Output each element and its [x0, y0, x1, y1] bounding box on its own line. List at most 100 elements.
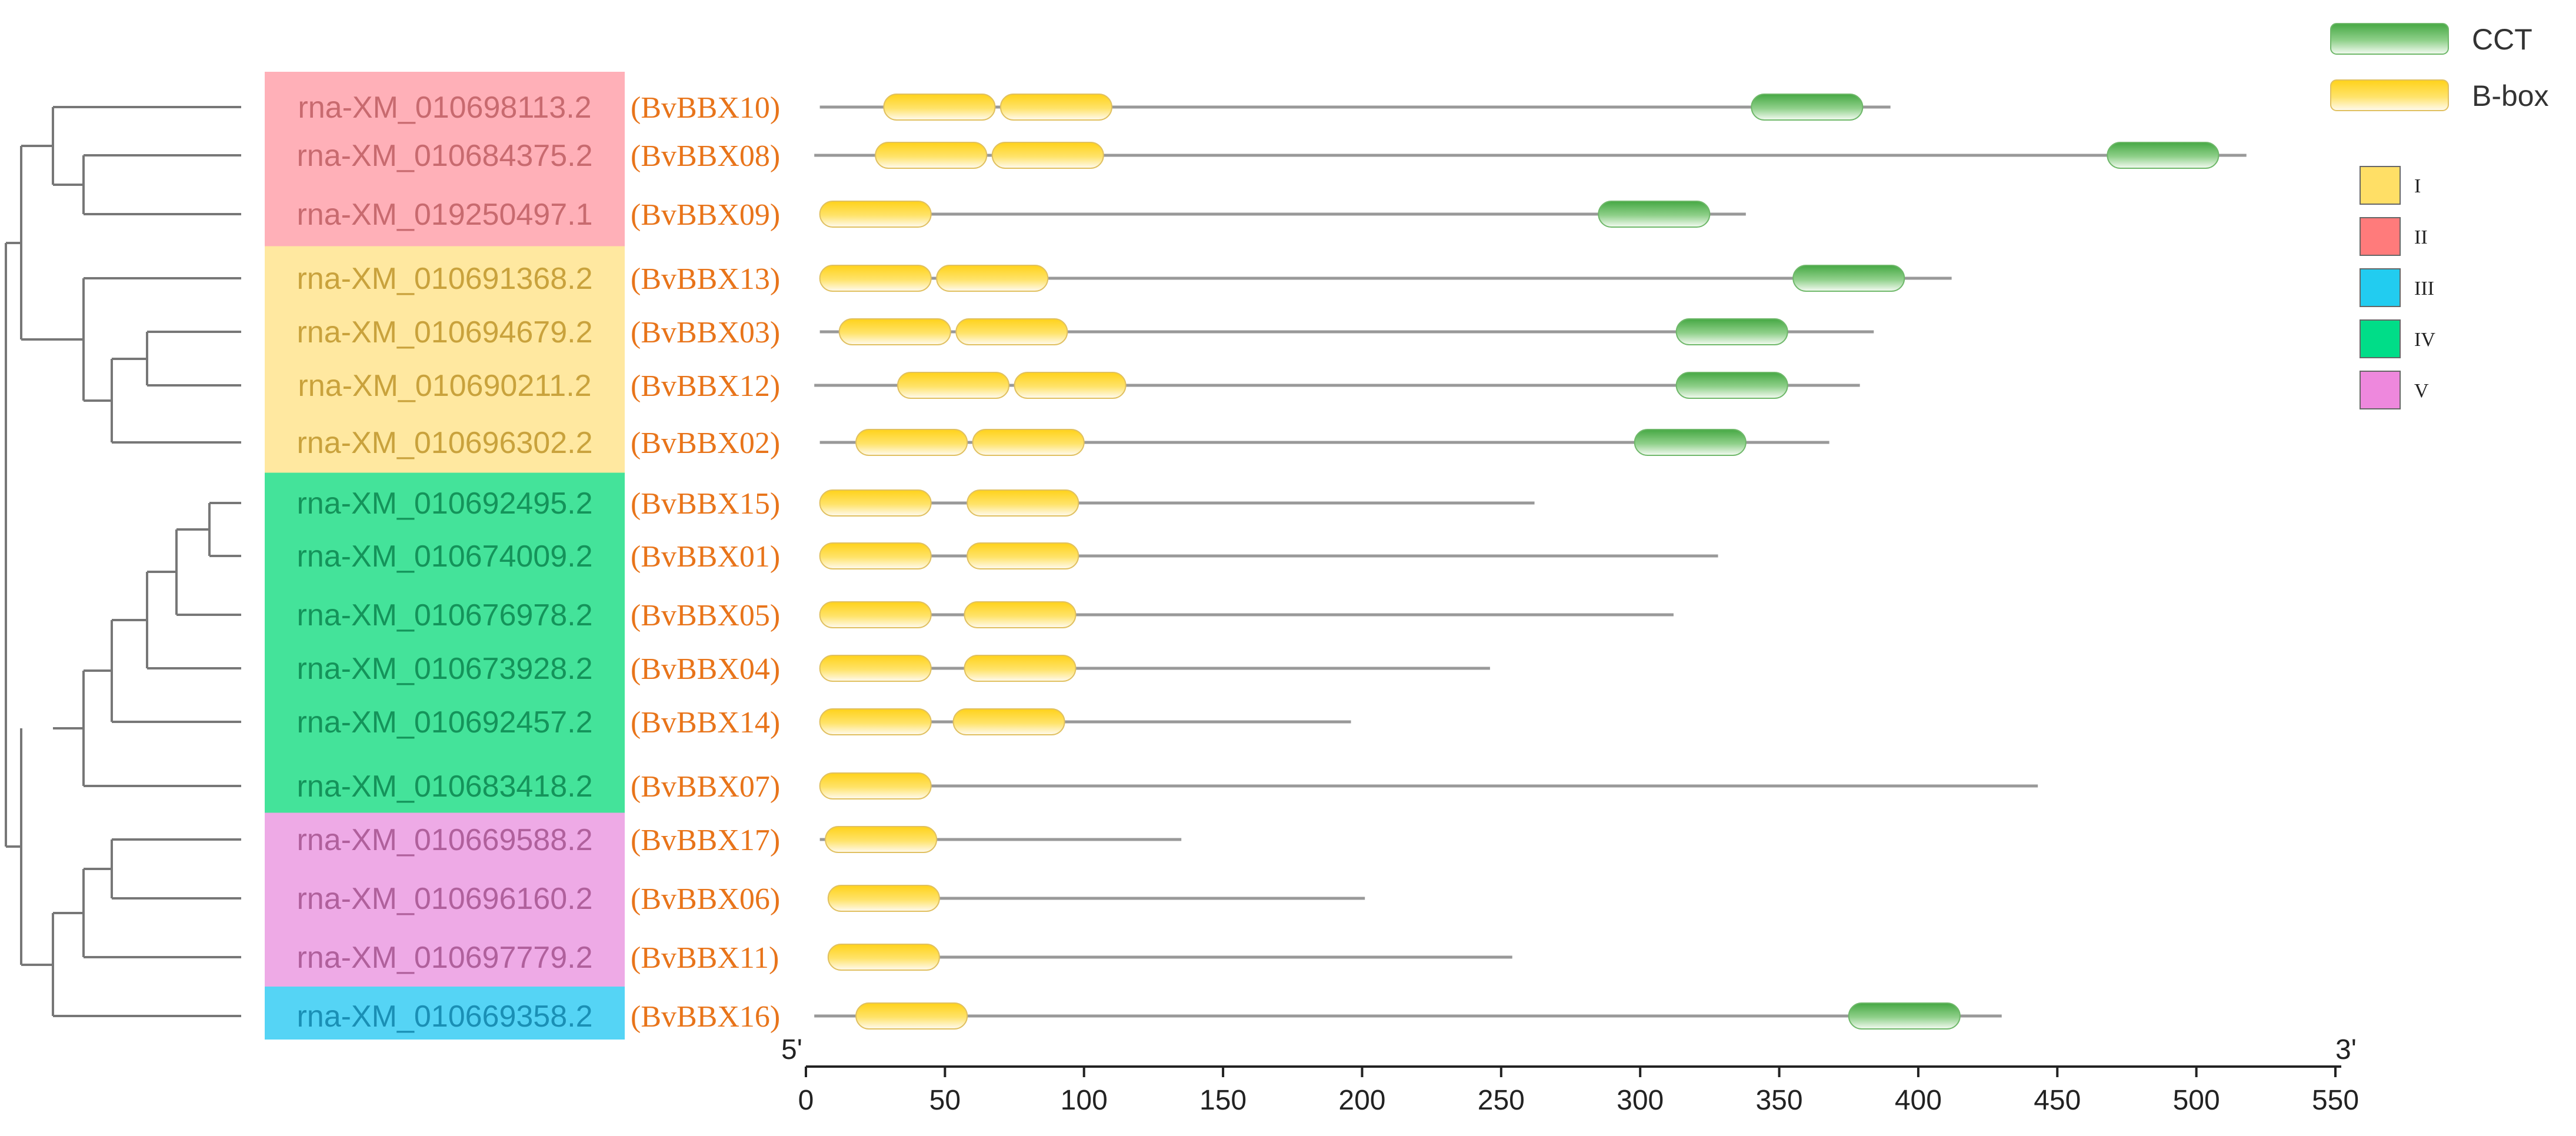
gene-structure-row — [827, 885, 1365, 912]
bbox-domain — [819, 542, 932, 569]
gene-name-label: (BvBBX16) — [631, 1000, 780, 1034]
gene-name-label: (BvBBX02) — [631, 427, 780, 460]
cct-domain — [1675, 372, 1788, 399]
gene-structure-row — [814, 372, 1860, 399]
bbox-domain — [967, 542, 1079, 569]
group-legend-label: IV — [2414, 329, 2435, 351]
group-box-V — [265, 812, 625, 987]
gene-accession-label: rna-XM_010691368.2 — [296, 262, 592, 296]
gene-structure-row — [819, 429, 1829, 456]
gene-structure-row — [819, 655, 1490, 682]
axis-tick-label: 550 — [2312, 1085, 2359, 1116]
group-box-I — [265, 246, 625, 473]
gene-name-label: (BvBBX08) — [631, 139, 780, 173]
gene-accession-label: rna-XM_010684375.2 — [296, 139, 592, 173]
cct-domain — [1848, 1002, 1961, 1030]
bbox-domain — [855, 1002, 968, 1030]
gene-labels: rna-XM_010698113.2 (BvBBX10) rna-XM_010684… — [296, 91, 780, 1034]
gene-accession-label: rna-XM_010694679.2 — [296, 315, 592, 349]
axis-tick-label: 400 — [1895, 1085, 1942, 1116]
bbox-domain — [955, 318, 1068, 345]
group-highlight-boxes — [265, 72, 625, 1040]
axis-tick-label: 150 — [1199, 1085, 1247, 1116]
gene-name-label: (BvBBX17) — [631, 824, 780, 857]
tree-node — [6, 728, 22, 965]
bbox-domain — [838, 318, 951, 345]
group-legend-label: III — [2414, 278, 2434, 299]
tree-node — [21, 278, 85, 401]
gene-structure-row — [819, 708, 1351, 735]
legend-label-bbox: B-box — [2472, 79, 2549, 112]
gene-name-label: (BvBBX11) — [631, 941, 779, 975]
gene-name-label: (BvBBX04) — [631, 652, 780, 686]
group-legend-swatch — [2360, 268, 2401, 307]
group-legend-label: V — [2414, 380, 2429, 402]
axis-tick-label: 0 — [798, 1085, 814, 1116]
gene-structure-row — [819, 201, 1746, 228]
tree-node — [53, 671, 85, 786]
axis-tick-label: 450 — [2034, 1085, 2081, 1116]
gene-structure-row — [819, 542, 1718, 569]
group-legend-swatch — [2360, 166, 2401, 205]
gene-accession-label: rna-XM_010697779.2 — [296, 941, 592, 975]
gene-structure-row — [819, 94, 1891, 121]
group-box-IV — [265, 472, 625, 813]
gene-name-label: (BvBBX06) — [631, 882, 780, 916]
gene-accession-label: rna-XM_019250497.1 — [296, 198, 592, 232]
bbox-domain — [827, 885, 940, 912]
phylogenetic-tree — [5, 106, 241, 1017]
bbox-domain — [827, 944, 940, 971]
gene-name-label: (BvBBX05) — [631, 599, 780, 632]
bbox-domain — [875, 142, 988, 169]
gene-structures — [814, 94, 2247, 1030]
gene-accession-label: rna-XM_010698113.2 — [298, 91, 591, 125]
tree-node — [112, 332, 148, 385]
gene-structure-row — [819, 489, 1535, 517]
tree-node — [6, 146, 22, 339]
gene-structure-row — [819, 265, 1952, 292]
cct-domain — [1675, 318, 1788, 345]
bbox-domain — [825, 826, 938, 853]
bbox-domain — [897, 372, 1010, 399]
axis-tick-label: 500 — [2173, 1085, 2220, 1116]
gene-name-label: (BvBBX10) — [631, 91, 780, 125]
tree-node — [176, 503, 211, 556]
group-legend-swatch — [2360, 371, 2401, 409]
gene-name-label: (BvBBX15) — [631, 487, 780, 521]
cct-domain — [2107, 142, 2220, 169]
bbox-domain — [819, 772, 932, 799]
gene-name-label: (BvBBX14) — [631, 706, 780, 739]
bbox-domain — [819, 201, 932, 228]
gene-name-label: (BvBBX09) — [631, 198, 780, 232]
legend-swatch-cct — [2330, 23, 2449, 55]
gene-accession-label: rna-XM_010696302.2 — [296, 426, 592, 460]
bbox-domain — [883, 94, 996, 121]
gene-accession-label: rna-XM_010690211.2 — [298, 369, 591, 403]
tree-node — [84, 359, 113, 442]
tree-node — [147, 529, 178, 615]
bbox-domain — [819, 601, 932, 628]
axis-end-label: 3' — [2335, 1034, 2357, 1065]
bbox-domain — [936, 265, 1049, 292]
tree-node — [112, 572, 148, 668]
bbox-domain — [819, 655, 932, 682]
axis-tick-label: 250 — [1478, 1085, 1525, 1116]
axis-tick-label: 350 — [1755, 1085, 1802, 1116]
group-legend-swatch — [2360, 217, 2401, 256]
bbox-domain — [964, 655, 1077, 682]
gene-accession-label: rna-XM_010669358.2 — [296, 1000, 592, 1034]
group-legend-label: I — [2414, 175, 2421, 197]
axis-tick-label: 50 — [929, 1085, 961, 1116]
group-legend-swatch — [2360, 319, 2401, 358]
gene-accession-label: rna-XM_010676978.2 — [296, 598, 592, 632]
bbox-domain — [1014, 372, 1127, 399]
bbox-domain — [819, 265, 932, 292]
domain-legend: CCT B-box — [2330, 23, 2549, 112]
tree-node — [53, 869, 85, 957]
bbox-domain — [999, 94, 1112, 121]
bbox-domain — [991, 142, 1104, 169]
group-box-III — [265, 987, 625, 1040]
